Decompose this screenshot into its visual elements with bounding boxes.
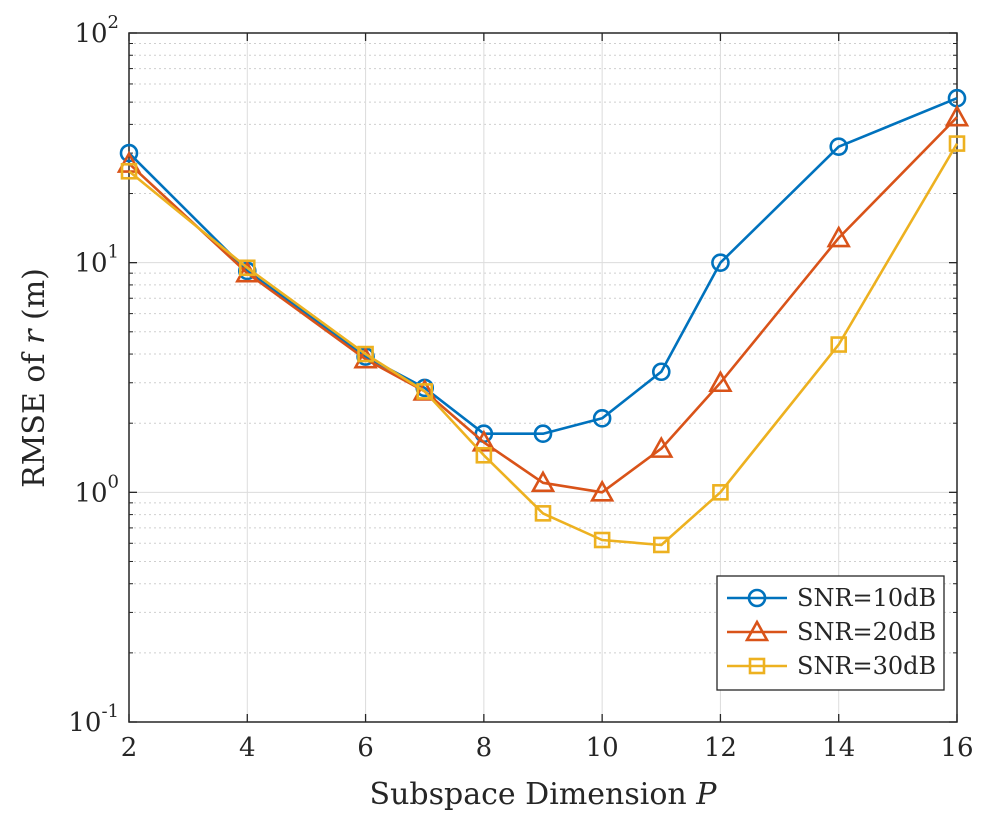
series-point bbox=[533, 424, 553, 444]
legend-label: SNR=20dB bbox=[797, 618, 936, 646]
series-point bbox=[708, 370, 733, 393]
series-point bbox=[530, 470, 556, 493]
legend-marker bbox=[748, 657, 766, 675]
y-tick-label: 102 bbox=[74, 12, 119, 49]
legend-item: SNR=30dB bbox=[727, 652, 936, 680]
legend-item: SNR=10dB bbox=[727, 584, 936, 612]
x-tick-label: 14 bbox=[822, 733, 855, 763]
series-point bbox=[357, 345, 374, 363]
legend-label: SNR=10dB bbox=[797, 584, 936, 612]
series-point bbox=[593, 531, 611, 549]
series-point bbox=[948, 135, 966, 152]
legend-marker bbox=[744, 619, 770, 642]
axis-ticks: 2 4 6 8 10 12 14 16 10-1 100 101 102 bbox=[68, 12, 973, 763]
series-3 bbox=[120, 135, 966, 554]
series-point bbox=[589, 479, 615, 502]
legend: SNR=10dB SNR=20dB SNR=30dB bbox=[716, 575, 945, 691]
series-2 bbox=[116, 104, 970, 502]
series-line bbox=[128, 96, 958, 436]
series-point bbox=[829, 137, 849, 156]
series-line bbox=[128, 142, 959, 547]
series-group bbox=[116, 88, 970, 554]
y-tick-label: 101 bbox=[74, 242, 119, 279]
y-tick-label: 100 bbox=[74, 471, 119, 508]
series-point bbox=[238, 259, 256, 277]
series-point bbox=[712, 484, 729, 501]
series-point bbox=[471, 429, 497, 452]
minor-grid bbox=[129, 43, 957, 654]
x-tick-label: 6 bbox=[357, 733, 374, 763]
series-point bbox=[652, 536, 670, 554]
series-point bbox=[830, 336, 848, 353]
x-tick-label: 10 bbox=[586, 733, 619, 763]
x-tick-label: 8 bbox=[476, 733, 493, 763]
x-tick-label: 16 bbox=[940, 733, 973, 763]
series-point bbox=[651, 362, 671, 382]
series-point bbox=[416, 383, 434, 400]
series-point bbox=[944, 104, 970, 127]
x-tick-label: 4 bbox=[239, 733, 256, 763]
x-tick-label: 2 bbox=[121, 733, 138, 763]
series-point bbox=[534, 505, 552, 522]
series-line bbox=[128, 116, 958, 494]
series-point bbox=[649, 435, 674, 458]
series-point bbox=[711, 253, 730, 272]
legend-marker bbox=[747, 588, 767, 608]
series-point bbox=[826, 225, 851, 248]
legend-label: SNR=30dB bbox=[797, 652, 936, 680]
x-tick-label: 12 bbox=[704, 733, 737, 763]
series-point bbox=[119, 143, 139, 163]
series-point bbox=[475, 446, 493, 464]
x-axis-label: Subspace Dimension P bbox=[370, 777, 718, 812]
series-point bbox=[592, 409, 612, 428]
legend-item: SNR=20dB bbox=[727, 618, 936, 646]
y-axis-label: RMSE of r (m) bbox=[17, 268, 52, 488]
y-tick-label: 10-1 bbox=[68, 701, 119, 738]
plot-area-frame bbox=[128, 32, 958, 723]
series-point bbox=[120, 162, 138, 180]
